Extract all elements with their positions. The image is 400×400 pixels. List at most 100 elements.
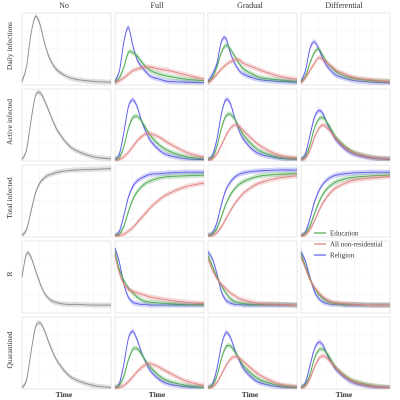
series-band-religion <box>301 339 390 390</box>
panel-daily-infections-differential <box>300 12 391 86</box>
series-line-religion <box>300 341 391 389</box>
panel-total-infected-differential <box>300 164 391 238</box>
panel-quarantined-differential <box>300 316 391 390</box>
panel-daily-infections-no <box>21 12 112 86</box>
series-band-all-non-residential <box>208 173 297 238</box>
series-band-education <box>301 346 390 389</box>
panel-active-infected-differential <box>300 88 391 162</box>
series-line-education <box>207 173 298 236</box>
series-line-religion <box>207 251 297 306</box>
series-band-all-non-residential <box>301 174 390 238</box>
x-axis-label-no: Time <box>56 390 73 399</box>
row-label-quarantined: Quarantined <box>5 331 14 368</box>
series-line-all-non-residential <box>114 255 205 305</box>
series-band-all-non-residential <box>301 122 390 162</box>
x-axis-label-gradual: Time <box>242 390 259 399</box>
series-band-baseline <box>22 320 111 389</box>
series-band-education <box>115 48 204 85</box>
series-band-religion <box>115 328 204 390</box>
panel-quarantined-no <box>21 316 112 390</box>
series-line-education <box>207 44 298 83</box>
series-band-all-non-residential <box>301 55 390 85</box>
series-band-all-non-residential <box>208 56 297 85</box>
series-line-education <box>114 347 205 389</box>
series-line-all-non-residential <box>207 258 298 306</box>
series-band-all-non-residential <box>208 354 297 390</box>
series-line-religion <box>207 36 298 83</box>
series-line-baseline <box>21 91 112 160</box>
series-band-all-non-residential <box>301 353 390 390</box>
series-band-education <box>301 172 390 237</box>
series-line-education <box>114 174 205 237</box>
series-line-education <box>207 344 298 389</box>
x-axis-label-differential: Time <box>336 390 353 399</box>
series-line-all-non-residential <box>300 57 391 84</box>
series-line-education <box>207 113 298 160</box>
panel-quarantined-gradual <box>207 316 298 390</box>
series-band-religion <box>208 96 297 162</box>
series-line-religion <box>207 169 298 236</box>
series-line-religion <box>300 251 390 306</box>
row-label-active-infected: Active infected <box>5 99 14 145</box>
legend-label-all-non-residential: All non-residential <box>330 241 383 249</box>
series-line-education <box>114 251 205 305</box>
panel-r-differential <box>300 240 391 314</box>
panel-active-infected-gradual <box>207 88 298 162</box>
panel-active-infected-full <box>114 88 205 162</box>
panel-grid <box>21 12 391 390</box>
series-band-all-non-residential <box>208 256 297 308</box>
series-band-all-non-residential <box>208 122 297 162</box>
series-band-religion <box>208 34 297 85</box>
series-line-all-non-residential <box>207 356 298 389</box>
series-band-religion <box>301 107 390 162</box>
column-title-full: Full <box>151 1 165 10</box>
series-line-baseline <box>21 322 112 389</box>
series-line-religion <box>207 98 298 161</box>
panel-r-gradual <box>207 240 298 314</box>
series-line-all-non-residential <box>300 355 391 389</box>
series-line-all-non-residential <box>300 176 391 237</box>
series-line-religion <box>300 171 391 236</box>
series-line-all-non-residential <box>300 124 391 161</box>
series-line-all-non-residential <box>207 175 298 237</box>
series-line-religion <box>207 332 298 389</box>
legend-label-education: Education <box>330 230 359 238</box>
series-line-all-non-residential <box>114 182 205 237</box>
panel-r-full <box>114 240 205 314</box>
panel-r-no <box>21 240 112 314</box>
series-line-religion <box>114 330 205 389</box>
series-band-education <box>208 342 297 390</box>
panel-active-infected-no <box>21 88 112 162</box>
series-line-religion <box>300 110 391 161</box>
series-line-all-non-residential <box>300 256 391 306</box>
series-band-education <box>301 114 390 161</box>
row-label-total-infected: Total infected <box>5 177 14 219</box>
series-band-all-non-residential <box>115 361 204 390</box>
series-band-education <box>115 345 204 390</box>
series-line-education <box>300 174 391 236</box>
panel-total-infected-no <box>21 164 112 238</box>
series-line-education <box>207 255 298 306</box>
series-band-religion <box>115 97 204 162</box>
series-band-education <box>208 111 297 162</box>
series-line-baseline <box>21 15 112 83</box>
column-title-gradual: Gradual <box>237 1 264 10</box>
series-line-religion <box>300 41 391 84</box>
panel-total-infected-full <box>114 164 205 238</box>
series-line-all-non-residential <box>114 132 205 161</box>
column-title-no: No <box>59 1 69 10</box>
legend: Education All non-residential Religion <box>314 230 383 260</box>
series-line-baseline <box>21 252 112 306</box>
series-band-education <box>115 113 204 162</box>
panel-daily-infections-gradual <box>207 12 298 86</box>
series-line-education <box>114 50 205 83</box>
series-line-education <box>300 117 391 160</box>
panel-daily-infections-full <box>114 12 205 86</box>
series-line-religion <box>114 26 205 84</box>
column-title-differential: Differential <box>325 1 363 10</box>
legend-label-religion: Religion <box>330 252 355 260</box>
panel-total-infected-gradual <box>207 164 298 238</box>
row-label-r: R <box>5 271 14 276</box>
row-label-daily-infections: Daily infections <box>5 22 14 70</box>
